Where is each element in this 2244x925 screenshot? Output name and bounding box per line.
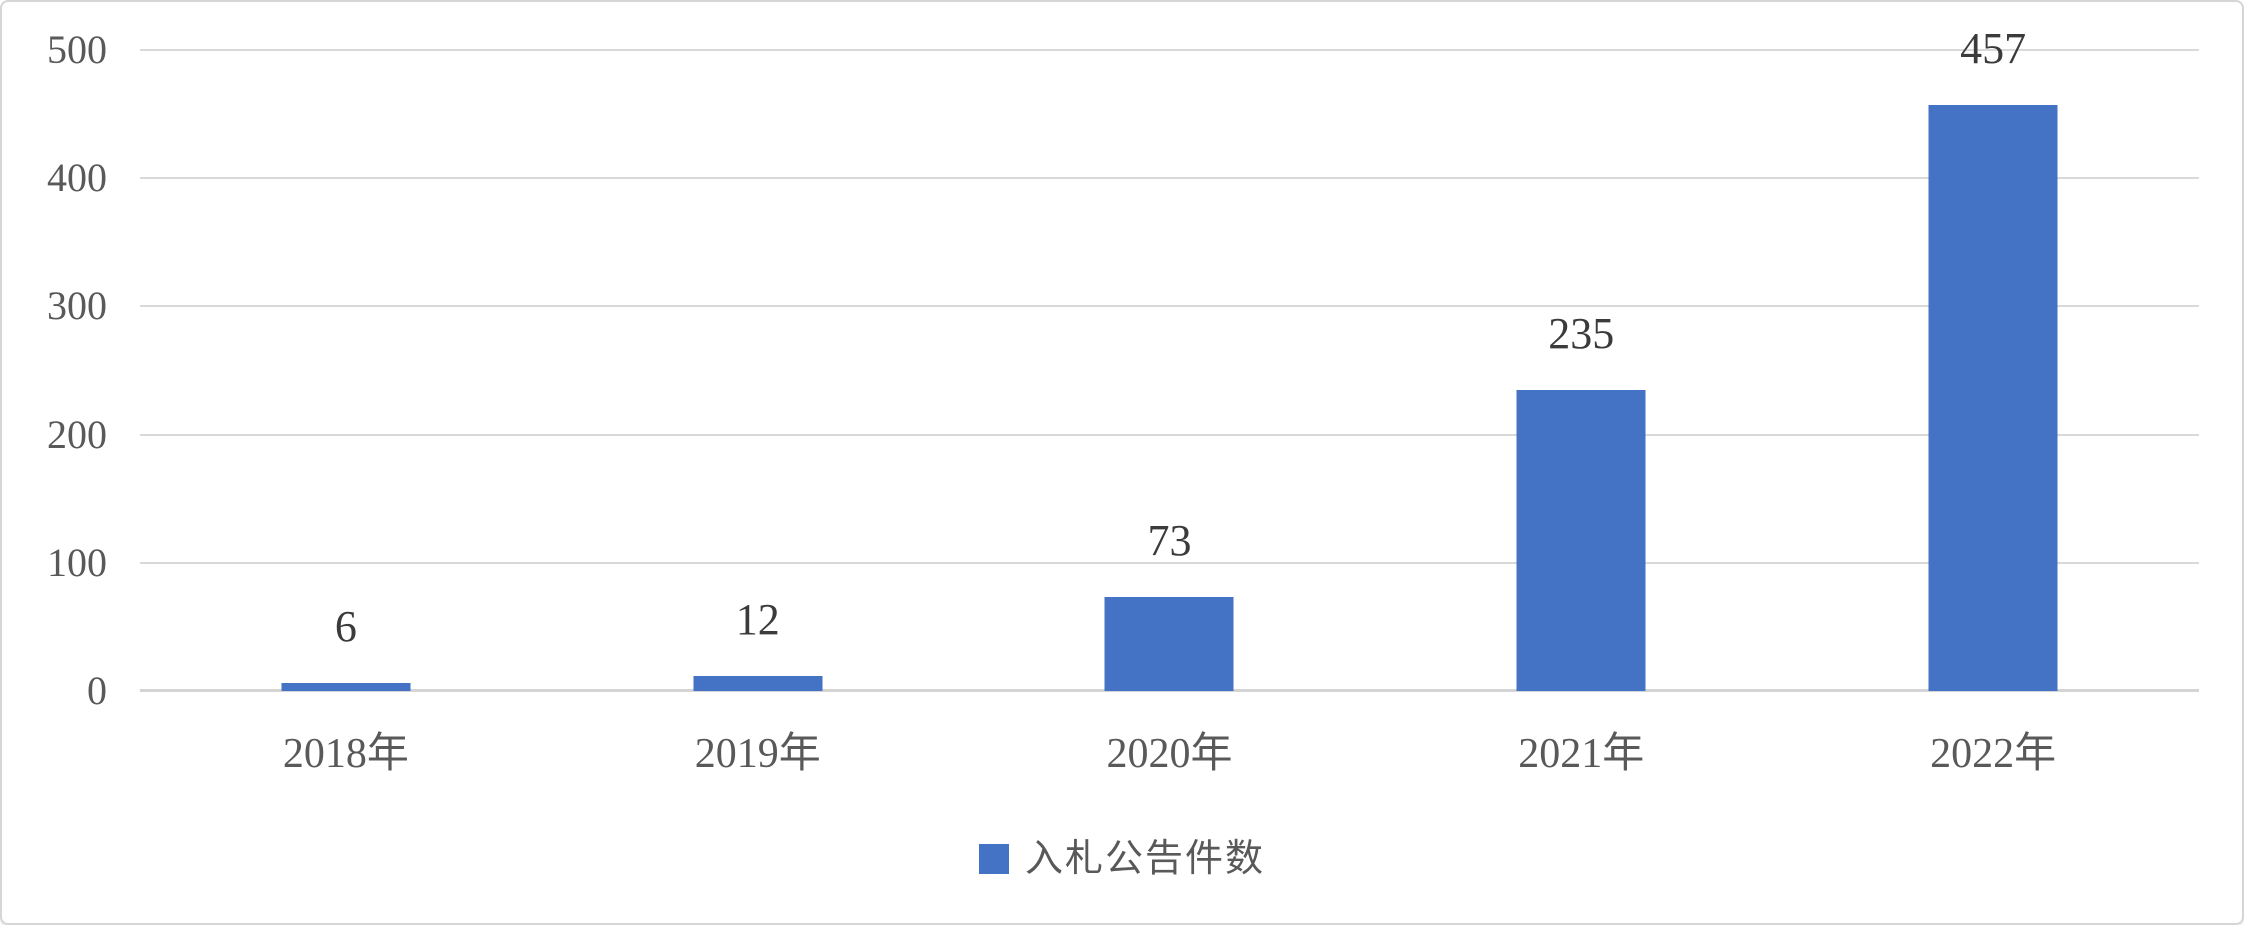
- bar-value-label: 73: [1147, 516, 1192, 566]
- x-tick-label: 2021年: [1518, 731, 1645, 777]
- gridline: [140, 305, 2199, 308]
- bar-value-label: 12: [735, 594, 780, 644]
- x-tick-label: 2019年: [694, 731, 821, 777]
- legend-label: 入札公告件数: [1024, 838, 1265, 880]
- bar-slot: 457: [1787, 27, 2199, 691]
- bar-2021年: [1516, 389, 1646, 691]
- bar-slot: 12: [552, 50, 964, 691]
- y-tick-label: 400: [47, 155, 107, 201]
- gridline: [140, 433, 2199, 436]
- bar-2018年: [281, 683, 411, 691]
- gridline: [140, 49, 2199, 51]
- bar-2022年: [1928, 105, 2058, 691]
- chart-legend: 入札公告件数: [2, 840, 2242, 878]
- gridline: [140, 561, 2199, 564]
- y-tick-label: 100: [47, 539, 107, 585]
- bar-slot: 73: [964, 50, 1376, 691]
- x-axis: 2018年 2019年 2020年 2021年 2022年: [140, 724, 2199, 784]
- y-tick-label: 500: [47, 27, 107, 72]
- x-tick-label: 2020年: [1106, 731, 1233, 777]
- y-tick-label: 300: [47, 283, 107, 329]
- bar-value-label: 235: [1548, 308, 1615, 358]
- plot-area: 6 12 73 235 457: [140, 27, 2199, 692]
- bar-value-label: 457: [1960, 24, 2027, 74]
- y-tick-label: 200: [47, 411, 107, 457]
- legend-swatch-icon: [978, 844, 1009, 874]
- bar-slot: 235: [1375, 50, 1787, 691]
- x-tick-label: 2022年: [1930, 731, 2057, 777]
- bar-2019年: [693, 675, 823, 691]
- bar-2020年: [1104, 597, 1234, 691]
- bar-slot: 6: [140, 50, 552, 691]
- bar-value-label: 6: [334, 602, 357, 652]
- gridline: [140, 177, 2199, 180]
- y-tick-label: 0: [87, 668, 107, 713]
- x-tick-label: 2018年: [282, 731, 409, 777]
